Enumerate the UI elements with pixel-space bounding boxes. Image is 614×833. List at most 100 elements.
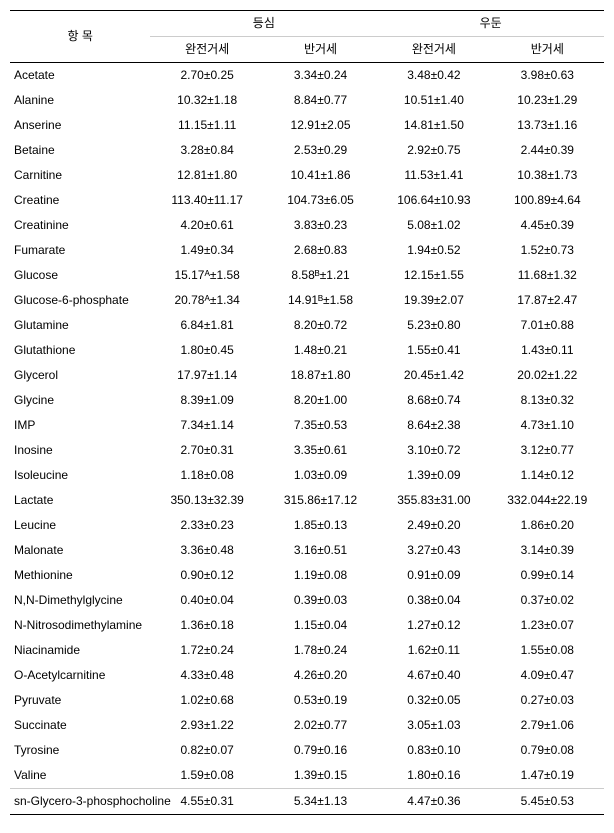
row-value: 11.68±1.32 (491, 263, 604, 288)
row-value: 0.38±0.04 (377, 588, 490, 613)
row-name: Betaine (10, 138, 150, 163)
table-row: Creatine113.40±11.17104.73±6.05106.64±10… (10, 188, 604, 213)
row-value: 11.53±1.41 (377, 163, 490, 188)
row-value: 1.39±0.15 (264, 763, 377, 789)
row-value: 1.47±0.19 (491, 763, 604, 789)
row-value: 0.53±0.19 (264, 688, 377, 713)
row-value: 18.87±1.80 (264, 363, 377, 388)
row-value: 5.34±1.13 (264, 789, 377, 815)
row-value: 100.89±4.64 (491, 188, 604, 213)
row-value: 1.72±0.24 (150, 638, 263, 663)
row-value: 0.79±0.08 (491, 738, 604, 763)
row-value: 7.01±0.88 (491, 313, 604, 338)
row-value: 10.32±1.18 (150, 88, 263, 113)
row-value: 2.53±0.29 (264, 138, 377, 163)
row-value: 4.73±1.10 (491, 413, 604, 438)
row-name: Glutamine (10, 313, 150, 338)
row-value: 1.19±0.08 (264, 563, 377, 588)
row-value: 3.10±0.72 (377, 438, 490, 463)
table-row: Betaine3.28±0.842.53±0.292.92±0.752.44±0… (10, 138, 604, 163)
table-row: Tyrosine0.82±0.070.79±0.160.83±0.100.79±… (10, 738, 604, 763)
row-value: 3.36±0.48 (150, 538, 263, 563)
row-name: Glutathione (10, 338, 150, 363)
table-row: Anserine11.15±1.1112.91±2.0514.81±1.5013… (10, 113, 604, 138)
row-value: 1.39±0.09 (377, 463, 490, 488)
row-value: 0.83±0.10 (377, 738, 490, 763)
row-value: 8.84±0.77 (264, 88, 377, 113)
row-name: Glycine (10, 388, 150, 413)
header-group2: 우둔 (377, 11, 604, 37)
row-name: Isoleucine (10, 463, 150, 488)
table-row: Fumarate1.49±0.342.68±0.831.94±0.521.52±… (10, 238, 604, 263)
table-row: Alanine10.32±1.188.84±0.7710.51±1.4010.2… (10, 88, 604, 113)
row-value: 2.44±0.39 (491, 138, 604, 163)
row-value: 15.17ᴬ±1.58 (150, 263, 263, 288)
row-value: 3.16±0.51 (264, 538, 377, 563)
row-value: 0.40±0.04 (150, 588, 263, 613)
row-value: 1.48±0.21 (264, 338, 377, 363)
row-value: 0.27±0.03 (491, 688, 604, 713)
table-row: N-Nitrosodimethylamine1.36±0.181.15±0.04… (10, 613, 604, 638)
row-value: 0.79±0.16 (264, 738, 377, 763)
table-row: Glycine8.39±1.098.20±1.008.68±0.748.13±0… (10, 388, 604, 413)
row-value: 3.27±0.43 (377, 538, 490, 563)
row-value: 1.55±0.08 (491, 638, 604, 663)
row-value: 3.14±0.39 (491, 538, 604, 563)
table-row: Acetate2.70±0.253.34±0.243.48±0.423.98±0… (10, 63, 604, 89)
header-group1: 등심 (150, 11, 377, 37)
row-name: sn-Glycero-3-phosphocholine (10, 789, 150, 815)
row-name: Pyruvate (10, 688, 150, 713)
row-value: 1.55±0.41 (377, 338, 490, 363)
row-value: 1.62±0.11 (377, 638, 490, 663)
row-value: 12.15±1.55 (377, 263, 490, 288)
row-value: 12.91±2.05 (264, 113, 377, 138)
row-value: 2.70±0.25 (150, 63, 263, 89)
row-name: IMP (10, 413, 150, 438)
row-name: Glucose-6-phosphate (10, 288, 150, 313)
row-value: 3.28±0.84 (150, 138, 263, 163)
row-value: 20.45±1.42 (377, 363, 490, 388)
row-name: Niacinamide (10, 638, 150, 663)
table-row: Carnitine12.81±1.8010.41±1.8611.53±1.411… (10, 163, 604, 188)
row-value: 3.35±0.61 (264, 438, 377, 463)
row-name: Creatine (10, 188, 150, 213)
header-sub2: 반거세 (264, 37, 377, 63)
table-row: Glucose-6-phosphate20.78ᴬ±1.3414.91ᴮ±1.5… (10, 288, 604, 313)
row-value: 2.33±0.23 (150, 513, 263, 538)
row-value: 8.20±0.72 (264, 313, 377, 338)
row-value: 4.20±0.61 (150, 213, 263, 238)
table-row: Glycerol17.97±1.1418.87±1.8020.45±1.4220… (10, 363, 604, 388)
row-value: 20.78ᴬ±1.34 (150, 288, 263, 313)
row-value: 2.02±0.77 (264, 713, 377, 738)
row-name: Lactate (10, 488, 150, 513)
row-value: 1.49±0.34 (150, 238, 263, 263)
row-value: 4.67±0.40 (377, 663, 490, 688)
table-row: Glutathione1.80±0.451.48±0.211.55±0.411.… (10, 338, 604, 363)
row-value: 4.47±0.36 (377, 789, 490, 815)
header-sub4: 반거세 (491, 37, 604, 63)
table-row: Inosine2.70±0.313.35±0.613.10±0.723.12±0… (10, 438, 604, 463)
row-value: 19.39±2.07 (377, 288, 490, 313)
row-value: 1.23±0.07 (491, 613, 604, 638)
row-value: 7.35±0.53 (264, 413, 377, 438)
row-name: Valine (10, 763, 150, 789)
row-value: 10.38±1.73 (491, 163, 604, 188)
table-row: Lactate350.13±32.39315.86±17.12355.83±31… (10, 488, 604, 513)
row-name: N-Nitrosodimethylamine (10, 613, 150, 638)
row-value: 113.40±11.17 (150, 188, 263, 213)
row-value: 104.73±6.05 (264, 188, 377, 213)
row-value: 8.20±1.00 (264, 388, 377, 413)
table-row: N,N-Dimethylglycine0.40±0.040.39±0.030.3… (10, 588, 604, 613)
row-value: 14.81±1.50 (377, 113, 490, 138)
row-value: 4.09±0.47 (491, 663, 604, 688)
row-value: 332.044±22.19 (491, 488, 604, 513)
table-row: Glucose15.17ᴬ±1.588.58ᴮ±1.2112.15±1.5511… (10, 263, 604, 288)
row-value: 6.84±1.81 (150, 313, 263, 338)
row-name: Acetate (10, 63, 150, 89)
row-value: 2.92±0.75 (377, 138, 490, 163)
row-value: 0.82±0.07 (150, 738, 263, 763)
header-sub1: 완전거세 (150, 37, 263, 63)
row-value: 1.18±0.08 (150, 463, 263, 488)
row-name: Inosine (10, 438, 150, 463)
row-value: 4.45±0.39 (491, 213, 604, 238)
